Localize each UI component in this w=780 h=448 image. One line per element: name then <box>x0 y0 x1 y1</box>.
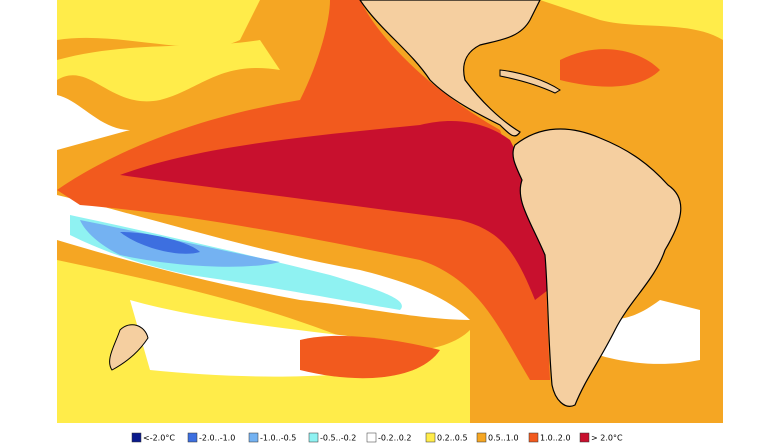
legend-swatch <box>476 432 487 443</box>
legend-label: 0.5..1.0 <box>488 434 519 443</box>
legend-swatch <box>248 432 259 443</box>
land-caribbean <box>499 69 561 94</box>
legend-label: 1.0..2.0 <box>540 434 571 443</box>
legend: <-2.0°C -2.0..-1.0 -1.0..-0.5 -0.5..-0.2 -0.… <box>131 432 623 443</box>
legend-swatch <box>187 432 198 443</box>
legend-swatch <box>579 432 590 443</box>
sst-map <box>57 0 723 423</box>
anomaly-zone <box>120 232 200 254</box>
legend-label: <-2.0°C <box>143 434 175 443</box>
legend-swatch <box>528 432 539 443</box>
land-new-zealand <box>109 324 149 371</box>
legend-label: -0.2..0.2 <box>378 434 411 443</box>
legend-swatch <box>366 432 377 443</box>
anomaly-zone <box>300 335 440 379</box>
legend-swatch <box>308 432 319 443</box>
legend-label: -2.0..-1.0 <box>199 434 235 443</box>
legend-label: -0.5..-0.2 <box>320 434 356 443</box>
anomaly-zone <box>57 0 260 48</box>
anomaly-zone <box>57 40 280 102</box>
legend-swatch <box>131 432 142 443</box>
anomaly-zone <box>540 0 723 40</box>
legend-swatch <box>425 432 436 443</box>
land-south-america <box>512 128 682 407</box>
anomaly-zone <box>57 95 130 150</box>
anomaly-zone <box>560 49 660 87</box>
legend-label: -1.0..-0.5 <box>260 434 296 443</box>
anomaly-zone <box>120 120 548 300</box>
legend-label: 0.2..0.5 <box>437 434 468 443</box>
land-north-america <box>359 0 541 137</box>
legend-label: > 2.0°C <box>591 434 623 443</box>
